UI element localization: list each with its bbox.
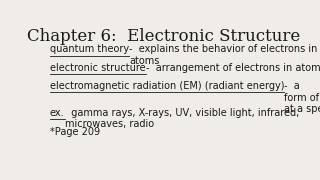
Text: electromagnetic radiation (EM) (radiant energy): electromagnetic radiation (EM) (radiant …: [50, 81, 284, 91]
Text: *Page 209: *Page 209: [50, 127, 100, 137]
Text: -  explains the behavior of electrons in
atoms: - explains the behavior of electrons in …: [129, 44, 317, 66]
Text: -  a
form of energy that has wave characteristics and travels
at a speed of 3.00: - a form of energy that has wave charact…: [284, 81, 320, 114]
Text: Chapter 6:  Electronic Structure: Chapter 6: Electronic Structure: [28, 28, 300, 45]
Text: ex.: ex.: [50, 108, 65, 118]
Text: electronic structure: electronic structure: [50, 63, 146, 73]
Text: -  arrangement of electrons in atoms: - arrangement of electrons in atoms: [146, 63, 320, 73]
Text: gamma rays, X-rays, UV, visible light, infrared,
microwaves, radio: gamma rays, X-rays, UV, visible light, i…: [65, 108, 299, 129]
Text: quantum theory: quantum theory: [50, 44, 129, 55]
Text: at a speed of 3.00 x 10: at a speed of 3.00 x 10: [284, 111, 320, 121]
